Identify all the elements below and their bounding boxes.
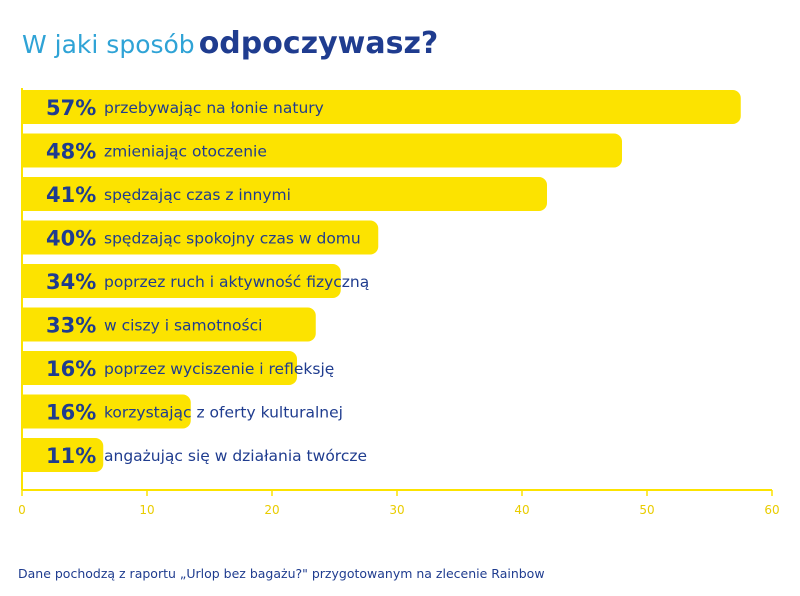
x-tick-label: 30 (389, 503, 404, 517)
bar-category-label: poprzez ruch i aktywność fizyczną (104, 273, 369, 291)
bar-value-label: 40% (46, 227, 96, 251)
bar-value-label: 33% (46, 314, 96, 338)
chart-title: W jaki sposób odpoczywasz? (22, 26, 438, 61)
bar-value-label: 48% (46, 140, 96, 164)
title-light-text: W jaki sposób (22, 30, 195, 59)
bar-category-label: spędzając spokojny czas w domu (104, 230, 361, 248)
bar-chart: 57% przebywając na łonie natury 48% zmienia… (18, 88, 780, 517)
x-tick-label: 20 (264, 503, 279, 517)
bar (22, 177, 547, 211)
x-tick-label: 60 (764, 503, 779, 517)
bar-category-label: w ciszy i samotności (104, 317, 262, 335)
bar (22, 351, 297, 385)
bar-value-label: 34% (46, 270, 96, 294)
bar (22, 133, 622, 168)
bar-value-label: 11% (46, 444, 96, 468)
bar (22, 220, 379, 255)
bar (22, 307, 316, 342)
source-footnote: Dane pochodzą z raportu „Urlop bez bagaż… (18, 566, 545, 581)
bar-value-label: 16% (46, 401, 96, 425)
bar-category-label: przebywając na łonie natury (104, 99, 324, 117)
x-tick-label: 40 (514, 503, 529, 517)
bar-value-label: 57% (46, 96, 96, 120)
x-tick-label: 0 (18, 503, 26, 517)
x-tick-label: 50 (639, 503, 654, 517)
bar-value-label: 41% (46, 183, 96, 207)
bar (22, 394, 191, 429)
x-tick-label: 10 (139, 503, 154, 517)
bar-category-label: angażując się w działania twórcze (104, 447, 367, 465)
bar (22, 264, 341, 298)
bar-category-label: poprzez wyciszenie i refleksję (104, 360, 334, 378)
bar (22, 438, 104, 472)
bar-category-label: spędzając czas z innymi (104, 186, 291, 204)
bar (22, 90, 741, 124)
bar-value-label: 16% (46, 357, 96, 381)
title-bold-text: odpoczywasz? (198, 26, 439, 61)
bar-category-label: zmieniając otoczenie (104, 143, 267, 161)
bar-category-label: korzystając z oferty kulturalnej (104, 404, 343, 422)
